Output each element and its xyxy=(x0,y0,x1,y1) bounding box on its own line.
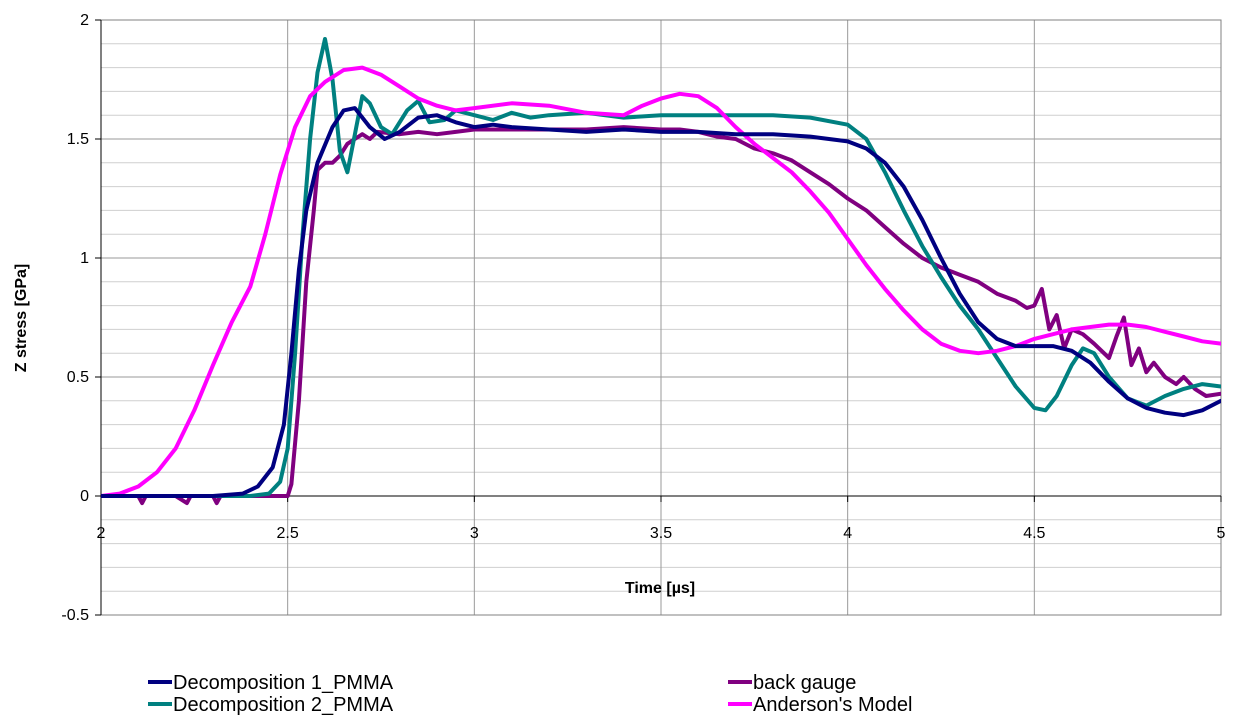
y-tick-label: 2 xyxy=(80,12,89,29)
legend-label: Decomposition 1_PMMA xyxy=(173,672,394,694)
tick-labels: -0.5 0 0.5 1 1.5 2 2 2.5 3 3.5 4 4.5 5 xyxy=(61,12,1225,624)
x-axis-title: Time [µs] xyxy=(625,580,695,597)
x-tick-label: 2.5 xyxy=(277,525,299,542)
y-tick-label: 1.5 xyxy=(67,131,89,148)
x-tick-label: 5 xyxy=(1217,525,1226,542)
x-tick-label: 2 xyxy=(97,525,106,542)
y-tick-label: -0.5 xyxy=(61,607,89,624)
legend-label: Anderson's Model xyxy=(753,694,912,716)
x-tick-label: 3.5 xyxy=(650,525,672,542)
x-tick-label: 4 xyxy=(843,525,852,542)
x-tick-label: 4.5 xyxy=(1023,525,1045,542)
x-tick-label: 3 xyxy=(470,525,479,542)
series-lines xyxy=(101,37,1221,506)
series-line-back-gauge xyxy=(101,125,1221,506)
legend-label: back gauge xyxy=(753,672,856,694)
legend: Decomposition 1_PMMA back gauge Decomposit… xyxy=(148,672,912,716)
series-line-decomposition-1-pmma xyxy=(101,106,1221,498)
y-tick-label: 1 xyxy=(80,250,89,267)
y-axis-title: Z stress [GPa] xyxy=(13,264,30,372)
series-line-anderson-s-model xyxy=(101,65,1221,498)
y-tick-label: 0.5 xyxy=(67,369,89,386)
y-tick-label: 0 xyxy=(80,488,89,505)
legend-label: Decomposition 2_PMMA xyxy=(173,694,394,716)
